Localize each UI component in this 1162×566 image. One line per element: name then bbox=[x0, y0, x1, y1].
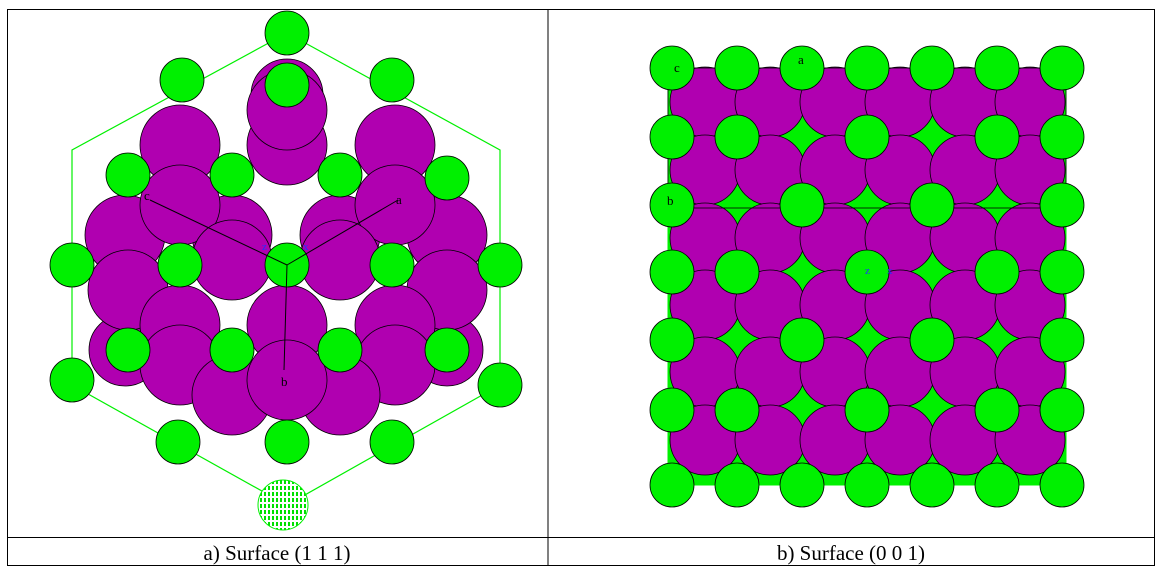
cell-axis bbox=[286, 199, 399, 266]
atom-green bbox=[779, 45, 825, 91]
atom-green bbox=[649, 249, 695, 295]
cell-axis bbox=[149, 199, 288, 266]
atom-green bbox=[209, 327, 255, 373]
atom-green bbox=[424, 155, 470, 201]
surface-001: c a b z x bbox=[649, 45, 1085, 508]
atom-green bbox=[155, 419, 201, 465]
atom-green bbox=[105, 152, 151, 198]
atom-green bbox=[649, 182, 695, 228]
atom-purple bbox=[299, 219, 381, 301]
atom-green bbox=[649, 462, 695, 508]
atom-green bbox=[779, 317, 825, 363]
atom-green bbox=[477, 242, 523, 288]
surface-111: c a b z x bbox=[49, 10, 523, 531]
axis-label: a bbox=[396, 192, 402, 207]
atom-green bbox=[369, 419, 415, 465]
atom-green bbox=[779, 462, 825, 508]
atom-green bbox=[974, 45, 1020, 91]
atom-green bbox=[649, 114, 695, 160]
caption: a) Surface (1 1 1) bbox=[204, 541, 351, 565]
atom-green bbox=[974, 249, 1020, 295]
axis-label: x bbox=[887, 265, 893, 277]
axis-label: b bbox=[667, 193, 674, 208]
atom-green bbox=[714, 114, 760, 160]
atom-green bbox=[477, 362, 523, 408]
atom-purple bbox=[191, 219, 273, 301]
atom-green bbox=[1039, 182, 1085, 228]
atom-green bbox=[1039, 45, 1085, 91]
atom-green bbox=[105, 327, 151, 373]
atom-green bbox=[424, 327, 470, 373]
atom-green bbox=[159, 57, 205, 103]
atom-green bbox=[1039, 317, 1085, 363]
atom-green bbox=[714, 249, 760, 295]
axis-label: b bbox=[281, 374, 288, 389]
atom-green bbox=[369, 57, 415, 103]
atom-green bbox=[909, 462, 955, 508]
atom-green bbox=[714, 387, 760, 433]
atom-green bbox=[974, 387, 1020, 433]
atom-green bbox=[317, 152, 363, 198]
axis-label: c bbox=[674, 60, 680, 75]
atom-green bbox=[844, 45, 890, 91]
atom-green bbox=[264, 62, 310, 108]
atom-green bbox=[369, 242, 415, 288]
atom-green bbox=[157, 242, 203, 288]
atom-green bbox=[1039, 387, 1085, 433]
atom-green bbox=[844, 387, 890, 433]
atom-green bbox=[49, 357, 95, 403]
atom-green bbox=[909, 317, 955, 363]
atom-green bbox=[714, 462, 760, 508]
atom-green bbox=[264, 419, 310, 465]
atom-green bbox=[844, 249, 890, 295]
atom-green bbox=[909, 182, 955, 228]
atom-green bbox=[649, 387, 695, 433]
axis-label: x bbox=[303, 241, 309, 253]
atom-green bbox=[317, 327, 363, 373]
atom-green bbox=[909, 45, 955, 91]
atom-green bbox=[714, 45, 760, 91]
atom-green bbox=[844, 462, 890, 508]
atom-green bbox=[49, 242, 95, 288]
atom-green bbox=[974, 114, 1020, 160]
atom-green bbox=[779, 182, 825, 228]
axis-label: z bbox=[262, 241, 267, 253]
atom-green bbox=[974, 462, 1020, 508]
axis-label: z bbox=[865, 265, 870, 277]
atom-green bbox=[649, 45, 695, 91]
atom-green bbox=[649, 317, 695, 363]
atom-green bbox=[264, 10, 310, 56]
atom-green bbox=[1039, 114, 1085, 160]
axis-label: a bbox=[798, 52, 804, 67]
atom-green bbox=[1039, 249, 1085, 295]
atom-green bbox=[209, 152, 255, 198]
caption: b) Surface (0 0 1) bbox=[777, 541, 925, 565]
cell-axis bbox=[283, 264, 288, 371]
atom-hatched bbox=[257, 479, 309, 531]
atom-green bbox=[844, 114, 890, 160]
atom-green bbox=[1039, 462, 1085, 508]
axis-label: c bbox=[144, 188, 150, 203]
